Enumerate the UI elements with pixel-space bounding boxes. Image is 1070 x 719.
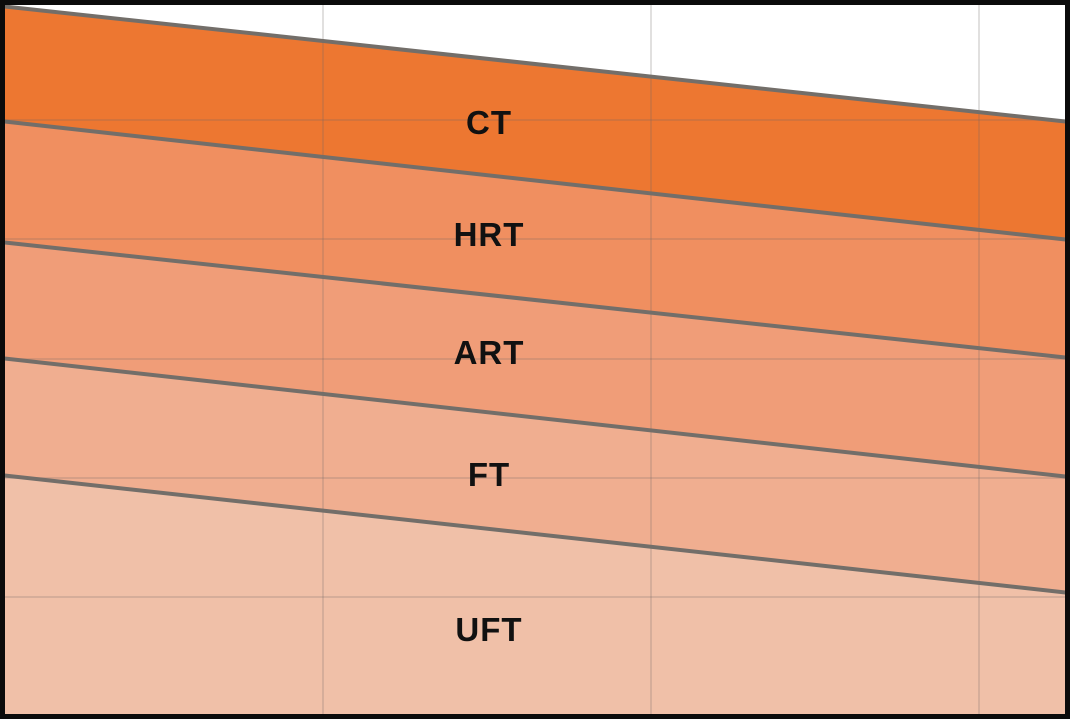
band-boundary-line-hrt bbox=[0, 119, 1070, 242]
band-boundary-line-ct bbox=[0, 4, 1070, 124]
band-area-hrt bbox=[0, 121, 1070, 358]
band-boundary-line-art bbox=[0, 240, 1070, 360]
band-area-art bbox=[0, 242, 1070, 477]
band-boundary-line-uft bbox=[0, 473, 1070, 595]
band-area-uft bbox=[0, 475, 1070, 719]
band-area-ft bbox=[0, 358, 1070, 593]
band-boundary-line-ft bbox=[0, 356, 1070, 479]
band-area-ct bbox=[0, 6, 1070, 240]
